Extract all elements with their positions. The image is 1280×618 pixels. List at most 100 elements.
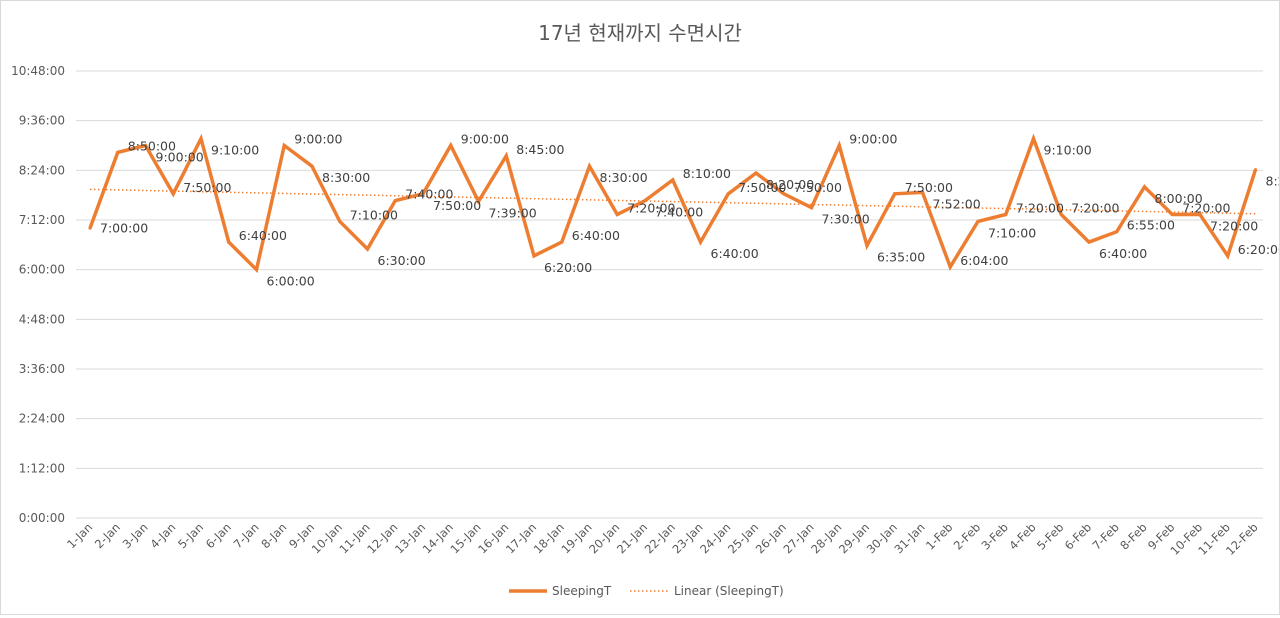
- data-point: [393, 199, 397, 203]
- x-tick-label: 29-Jan: [836, 520, 872, 556]
- data-label: 6:40:00: [572, 228, 620, 243]
- x-tick-label: 21-Jan: [614, 520, 650, 556]
- data-point: [948, 265, 952, 269]
- x-tick-label: 20-Jan: [586, 520, 622, 556]
- data-label: 7:20:00: [1182, 200, 1230, 215]
- data-label: 6:35:00: [877, 250, 925, 265]
- data-point: [144, 144, 147, 147]
- data-label: 7:40:00: [655, 205, 703, 220]
- data-label: 8:30:00: [322, 170, 370, 185]
- y-tick-label: 1:12:00: [19, 461, 65, 475]
- x-tick-label: 2-Feb: [951, 520, 983, 552]
- x-tick-label: 4-Feb: [1006, 520, 1038, 552]
- x-tick-label: 18-Jan: [531, 520, 567, 556]
- x-tick-label: 17-Jan: [503, 520, 539, 556]
- x-tick-label: 23-Jan: [669, 520, 705, 556]
- data-labels: 7:00:008:50:009:00:007:50:009:10:006:40:…: [100, 132, 1280, 289]
- data-point: [449, 144, 453, 147]
- data-point: [754, 171, 758, 175]
- x-tick-label: 1-Jan: [64, 520, 95, 551]
- data-label: 8:45:00: [516, 142, 564, 157]
- data-point: [477, 199, 480, 203]
- x-tick-label: 10-Jan: [309, 520, 345, 556]
- data-label: 7:10:00: [988, 225, 1036, 240]
- data-label: 9:10:00: [1044, 143, 1092, 158]
- data-label: 7:50:00: [794, 180, 842, 195]
- x-tick-label: 8-Feb: [1117, 520, 1149, 552]
- data-point: [865, 244, 869, 248]
- x-tick-label: 3-Feb: [978, 520, 1010, 552]
- x-tick-label: 3-Jan: [120, 520, 151, 551]
- data-point: [726, 192, 730, 196]
- x-axis: 1-Jan2-Jan3-Jan4-Jan5-Jan6-Jan7-Jan8-Jan…: [64, 520, 1261, 558]
- data-point: [1254, 168, 1257, 172]
- data-label: 7:20:00: [627, 200, 675, 215]
- data-point: [671, 178, 675, 182]
- x-tick-label: 25-Jan: [725, 520, 761, 556]
- y-tick-label: 2:24:00: [19, 412, 65, 426]
- data-label: 7:20:00: [1071, 200, 1119, 215]
- y-tick-label: 3:36:00: [19, 362, 65, 376]
- x-tick-label: 15-Jan: [447, 520, 483, 556]
- x-tick-label: 5-Jan: [175, 520, 206, 551]
- data-label: 7:50:00: [738, 180, 786, 195]
- data-point: [88, 226, 92, 230]
- x-tick-label: 5-Feb: [1034, 520, 1066, 552]
- data-label: 7:20:00: [1016, 200, 1064, 215]
- data-label: 8:20:00: [766, 177, 814, 192]
- x-tick-label: 4-Jan: [147, 520, 178, 551]
- data-point: [810, 206, 813, 210]
- x-tick-label: 14-Jan: [420, 520, 456, 556]
- data-point: [421, 192, 425, 196]
- x-tick-label: 19-Jan: [558, 520, 594, 556]
- y-tick-label: 0:00:00: [19, 511, 65, 525]
- data-label: 8:10:00: [683, 166, 731, 181]
- data-point: [560, 240, 564, 244]
- y-tick-label: 4:48:00: [19, 312, 65, 326]
- data-point: [976, 219, 980, 223]
- data-point: [1115, 230, 1119, 234]
- data-point: [227, 240, 231, 244]
- data-point: [1004, 212, 1008, 216]
- data-label: 6:04:00: [960, 253, 1008, 268]
- x-tick-label: 7-Jan: [231, 520, 262, 551]
- x-tick-label: 28-Jan: [808, 520, 844, 556]
- data-point: [310, 164, 314, 168]
- data-point: [338, 219, 342, 223]
- data-point: [1032, 137, 1035, 141]
- data-label: 6:00:00: [267, 274, 315, 289]
- data-point: [782, 192, 786, 196]
- x-tick-label: 12-Feb: [1223, 520, 1261, 558]
- data-label: 7:50:00: [433, 198, 481, 213]
- legend-label-linear: Linear (SleepingT): [674, 584, 784, 598]
- data-label: 7:10:00: [350, 207, 398, 222]
- x-tick-label: 24-Jan: [697, 520, 733, 556]
- y-tick-label: 8:24:00: [19, 163, 65, 177]
- data-label: 6:20:00: [544, 260, 592, 275]
- data-label: 7:20:00: [1210, 218, 1258, 233]
- data-point: [366, 247, 369, 251]
- series-layer: [88, 133, 1258, 274]
- data-label: 7:50:00: [183, 180, 231, 195]
- data-point: [837, 144, 841, 147]
- x-tick-label: 6-Jan: [203, 520, 234, 551]
- y-axis: 0:00:00 1:12:00 2:24:00 3:36:00 4:48:00 6:00:…: [11, 64, 65, 525]
- data-point: [532, 254, 536, 258]
- data-point: [1170, 212, 1174, 216]
- data-point: [504, 154, 508, 158]
- data-point: [282, 144, 286, 147]
- x-tick-label: 13-Jan: [392, 520, 428, 556]
- x-tick-label: 26-Jan: [753, 520, 789, 556]
- data-point: [1143, 185, 1146, 189]
- data-label: 8:30:00: [600, 170, 648, 185]
- data-point: [116, 150, 120, 154]
- data-point: [255, 268, 258, 272]
- x-tick-label: 30-Jan: [864, 520, 900, 556]
- data-label: 7:00:00: [100, 220, 148, 235]
- y-tick-label: 10:48:00: [11, 64, 65, 78]
- data-label: 6:40:00: [1099, 246, 1147, 261]
- y-tick-label: 7:12:00: [19, 213, 65, 227]
- data-label: 9:10:00: [211, 143, 259, 158]
